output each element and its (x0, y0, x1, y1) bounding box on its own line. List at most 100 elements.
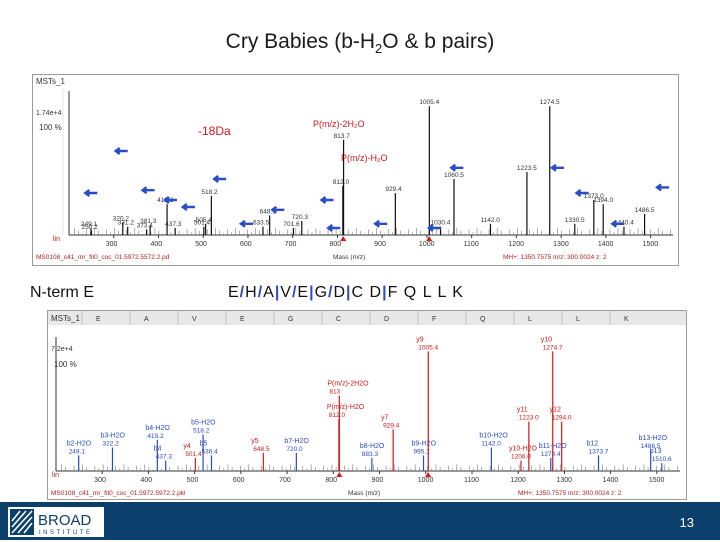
sequence-residue: A (263, 284, 275, 301)
ion-label: y4 (183, 443, 191, 450)
ion-label: b13 (650, 448, 662, 455)
peak-label: 1030.4 (431, 220, 451, 227)
peak-label: 812.0 (329, 412, 346, 419)
precursor-marker (340, 236, 347, 241)
peak-label: 812.0 (333, 179, 350, 186)
pair-arrow (549, 163, 564, 172)
header-letter: Q (480, 316, 486, 323)
bottom-percent-label: 100 % (54, 360, 77, 369)
x-tick-label: 1300 (553, 241, 569, 248)
peak-label: 1274.7 (543, 344, 563, 351)
bottom-xaxis-label: Mass (m/z) (348, 490, 380, 497)
x-tick-label: 900 (374, 241, 386, 248)
peak-label: 437.3 (156, 454, 173, 461)
top-lin-label: lin (53, 236, 60, 243)
logo-subtext: INSTITUTE (39, 530, 93, 536)
ion-label: b2-H2O (67, 440, 92, 447)
peak-label: 501.4 (185, 451, 202, 458)
peak-label: 501.4 (194, 220, 211, 227)
pair-arrow (655, 183, 670, 192)
precursor-marker (426, 236, 433, 241)
x-tick-label: 1500 (649, 477, 665, 484)
x-tick-label: 600 (233, 477, 245, 484)
pair-arrow (83, 189, 98, 197)
peak-label: 505.4 (196, 217, 213, 224)
slide-title: Cry Babies (b-H2O & b pairs) (0, 30, 720, 56)
pair-arrow (319, 196, 334, 204)
header-letter: C (336, 316, 341, 323)
peak-label: 250.2 (81, 224, 98, 231)
x-tick-label: 1200 (508, 241, 524, 248)
x-tick-label: 600 (240, 241, 252, 248)
top-xaxis-label: Mass (m/z) (333, 254, 365, 261)
x-tick-label: 1400 (603, 477, 619, 484)
peak-label: 536.4 (201, 448, 218, 455)
pair-arrow (113, 147, 128, 155)
sequence-residue: C D (351, 284, 383, 301)
peak-label: 1060.5 (444, 172, 464, 179)
peak-label: 1294.0 (552, 415, 572, 422)
ion-label: y12 (550, 407, 561, 414)
ion-label: y9 (416, 336, 424, 343)
ion-label: b9-H2O (412, 440, 437, 447)
header-letter: E (240, 316, 245, 323)
peak-label: 883.3 (362, 451, 379, 458)
x-tick-label: 700 (279, 477, 291, 484)
top-spectrum-plot: MSTs_1 1.74e+4 100 % -18Da P(m/z)-2H₂O P… (36, 77, 673, 261)
x-tick-label: 1500 (643, 241, 659, 248)
x-tick-label: 800 (329, 241, 341, 248)
pair-arrow (162, 196, 177, 204)
sequence-separator: | (382, 284, 388, 301)
top-annotation-18da: -18Da (198, 124, 231, 138)
x-tick-label: 400 (150, 241, 162, 248)
ion-label: b7-H2O (284, 438, 309, 445)
peak-label: 437.3 (165, 221, 182, 228)
ion-label: b5 (199, 440, 207, 447)
sequence-residue: D (333, 284, 347, 301)
x-tick-label: 900 (372, 477, 384, 484)
x-tick-label: 1100 (464, 241, 479, 248)
top-footer-file: MS0108_c41_mr_fit0_coc_01.5972.5572.2.pd (36, 254, 170, 261)
peak-label: 1373.7 (589, 448, 609, 455)
header-letter: L (576, 316, 580, 323)
sequence-residue: V (280, 284, 292, 301)
x-tick-label: 1400 (598, 241, 614, 248)
peak-label: 1510.6 (652, 456, 672, 463)
bottom-spectrum: MSTs_1 7.2e+4 100 % MS0108_c41_mr_fit0_c… (47, 310, 687, 500)
peak-label: 1486.5 (641, 443, 661, 450)
peak-label: 701.6 (283, 221, 300, 228)
peak-label: 813 (329, 389, 340, 396)
peak-label: 995.1 (414, 448, 431, 455)
peak-label: 633.5 (253, 220, 270, 227)
nterm-label: N-term E (30, 284, 94, 301)
peak-label: 1373.0 (584, 193, 604, 200)
sequence-separator: / (239, 284, 246, 301)
sequence-residue: H (245, 284, 258, 301)
ion-label: y10-H2O (509, 446, 538, 453)
ion-label: y7 (381, 414, 389, 421)
peak-label: 1274.5 (540, 99, 560, 106)
x-tick-label: 1000 (418, 477, 434, 484)
peak-label: 720.3 (292, 214, 309, 221)
precursor-marker (336, 472, 343, 477)
ion-label: P(m/z)-2H2O (327, 381, 369, 388)
ion-label: b5-H2O (191, 420, 216, 427)
peak-label: 518.2 (193, 428, 210, 435)
sequence-residue: E (228, 284, 240, 301)
peak-label: 381.3 (140, 218, 157, 225)
header-letter: D (384, 316, 389, 323)
peptide-sequence: E/H/A|V/E|G/D|C D|F Q L L K (228, 284, 464, 302)
pair-arrow (239, 219, 254, 228)
peak-label: 1270.4 (541, 451, 561, 458)
ion-label: y10 (541, 336, 552, 343)
pair-arrow (270, 205, 285, 214)
header-letter: L (528, 316, 532, 323)
x-tick-label: 1300 (556, 477, 572, 484)
pair-arrow (140, 186, 155, 195)
ion-label: b3-H2O (100, 433, 125, 440)
ion-label: P(m/z)-H2O (327, 404, 365, 411)
ion-label: b4 (154, 446, 162, 453)
peak-label: 1142.0 (480, 217, 500, 224)
pair-arrow (212, 175, 227, 183)
peak-label: 813.7 (334, 133, 351, 140)
